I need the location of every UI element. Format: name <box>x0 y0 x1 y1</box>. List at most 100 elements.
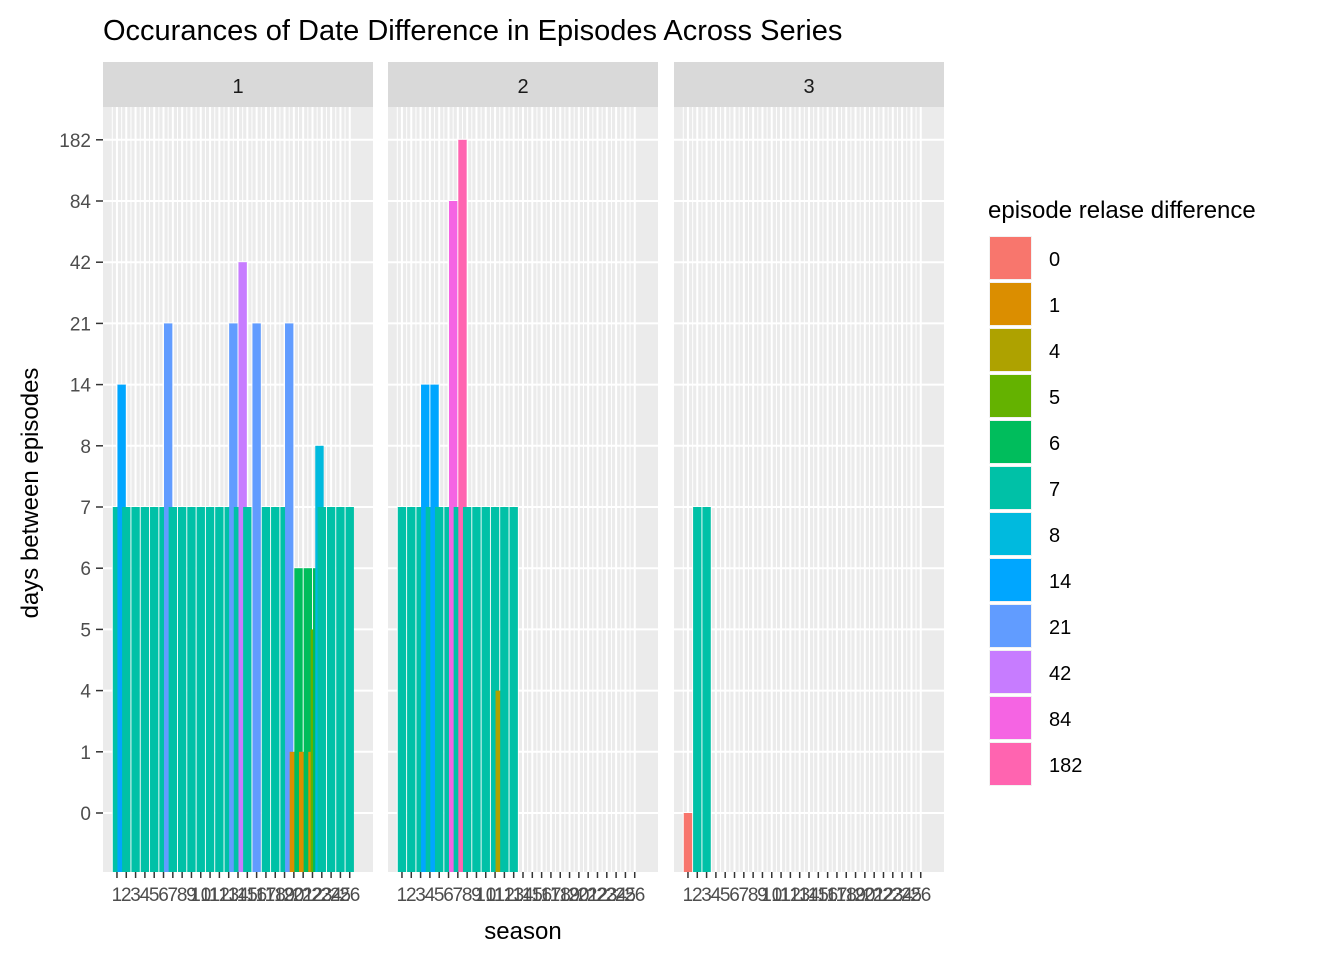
legend-label: 1 <box>1049 295 1060 317</box>
x-tick-label: 8 <box>748 885 759 906</box>
x-tick-label: 4 <box>711 885 722 906</box>
panel-2: 2123456789101112131415161718192021222324… <box>388 62 658 906</box>
x-tick-label: 16 <box>531 885 552 906</box>
x-tick-label: 21 <box>864 885 885 906</box>
y-tick-label: 84 <box>70 192 92 213</box>
y-tick-label: 1 <box>80 743 91 764</box>
facet-strip <box>674 62 944 107</box>
facet-strip-label: 3 <box>803 76 814 98</box>
x-tick-label: 14 <box>512 885 534 906</box>
legend-swatch <box>990 467 1031 509</box>
x-tick-label: 8 <box>462 885 473 906</box>
legend-title: episode relase difference <box>988 197 1256 224</box>
bar <box>131 507 140 872</box>
x-tick-label: 21 <box>578 885 599 906</box>
legend-label: 8 <box>1049 525 1060 547</box>
bar <box>229 323 238 872</box>
x-tick-label: 23 <box>596 885 617 906</box>
y-tick-label: 42 <box>70 253 91 274</box>
x-tick-label: 3 <box>415 885 426 906</box>
x-tick-label: 13 <box>218 885 239 906</box>
x-tick-label: 6 <box>443 885 454 906</box>
x-tick-label: 14 <box>227 885 249 906</box>
bar <box>453 507 463 872</box>
x-tick-label: 19 <box>274 885 295 906</box>
legend-swatch <box>990 697 1031 739</box>
legend-swatch <box>990 559 1031 601</box>
bar <box>444 507 453 872</box>
x-tick-label: 20 <box>568 885 589 906</box>
bar <box>336 507 345 872</box>
x-tick-label: 9 <box>471 885 482 906</box>
bar <box>435 507 444 872</box>
x-tick-label: 5 <box>434 885 445 906</box>
legend-label: 7 <box>1049 479 1060 501</box>
bar <box>150 507 159 872</box>
bar <box>416 507 425 872</box>
x-tick-label: 25 <box>901 885 922 906</box>
y-tick-label: 182 <box>59 131 91 152</box>
x-tick-label: 2 <box>121 885 132 906</box>
bar <box>196 507 205 872</box>
bar <box>683 813 693 872</box>
legend-label: 84 <box>1049 709 1071 731</box>
bar <box>421 384 430 872</box>
x-tick-label: 7 <box>739 885 750 906</box>
bar <box>693 507 702 872</box>
bar <box>224 507 233 872</box>
x-tick-label: 19 <box>845 885 866 906</box>
x-tick-label: 4 <box>425 885 436 906</box>
x-tick-label: 2 <box>406 885 417 906</box>
legend-swatch <box>990 283 1031 325</box>
legend-label: 182 <box>1049 755 1082 777</box>
bar <box>500 507 509 872</box>
x-tick-label: 21 <box>293 885 314 906</box>
x-tick-label: 18 <box>836 885 857 906</box>
bar <box>294 568 303 872</box>
legend-swatch <box>990 421 1031 463</box>
bar <box>298 751 308 872</box>
panel-3: 3123456789101112131415161718192021222324… <box>674 62 944 906</box>
bar <box>345 507 354 872</box>
bar <box>243 507 252 872</box>
bar <box>289 751 299 872</box>
bar <box>112 507 122 872</box>
x-tick-label: 10 <box>475 885 496 906</box>
chart-title: Occurances of Date Difference in Episode… <box>103 15 842 47</box>
x-tick-label: 12 <box>780 885 801 906</box>
legend-swatch <box>990 743 1031 785</box>
x-tick-label: 24 <box>892 885 914 906</box>
x-tick-label: 1 <box>683 885 694 906</box>
bar <box>509 507 518 872</box>
bar <box>252 323 261 872</box>
y-tick-label: 14 <box>70 376 92 397</box>
legend-label: 21 <box>1049 617 1071 639</box>
x-tick-label: 18 <box>550 885 571 906</box>
bar <box>490 507 500 872</box>
x-tick-label: 19 <box>559 885 580 906</box>
bar <box>430 384 439 872</box>
x-tick-label: 24 <box>606 885 628 906</box>
legend-swatch <box>990 605 1031 647</box>
bar <box>425 507 435 872</box>
x-tick-label: 9 <box>757 885 768 906</box>
x-tick-label: 5 <box>720 885 731 906</box>
x-tick-label: 12 <box>494 885 515 906</box>
legend-swatch <box>990 513 1031 555</box>
x-tick-label: 14 <box>798 885 820 906</box>
bar <box>261 507 271 872</box>
legend-label: 42 <box>1049 663 1071 685</box>
x-tick-label: 26 <box>910 885 931 906</box>
x-tick-label: 8 <box>177 885 188 906</box>
x-tick-label: 18 <box>265 885 286 906</box>
x-tick-label: 11 <box>771 885 791 906</box>
bar <box>326 507 336 872</box>
x-tick-label: 6 <box>729 885 740 906</box>
x-axis-label: season <box>484 918 561 945</box>
bar <box>303 568 313 872</box>
legend-swatch <box>990 237 1031 279</box>
bar <box>117 384 126 872</box>
